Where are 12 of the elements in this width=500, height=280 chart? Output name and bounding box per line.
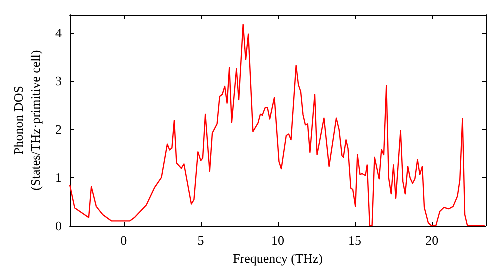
y-tick-label: 3 <box>56 74 62 89</box>
y-tick-label: 4 <box>56 25 62 40</box>
x-tick-label: 10 <box>272 233 284 248</box>
x-tick-label: 15 <box>348 233 362 248</box>
x-axis-title: Frequency (THz) <box>233 251 323 266</box>
y-tick-label: 0 <box>56 218 62 234</box>
y-tick-label: 2 <box>56 122 62 137</box>
x-tick-label: 5 <box>198 233 204 248</box>
y-tick-label: 1 <box>56 170 62 186</box>
y-axis-title: Phonon DOS (States/THz·primitive cell) <box>11 50 43 191</box>
x-tick-label: 0 <box>120 233 128 248</box>
x-tick-label: 20 <box>426 233 439 248</box>
